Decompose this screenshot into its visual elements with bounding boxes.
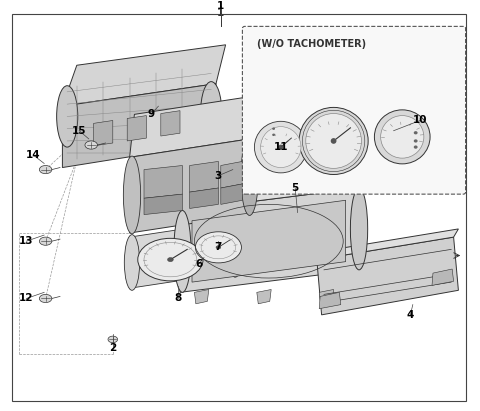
Ellipse shape (381, 115, 424, 158)
Ellipse shape (272, 134, 275, 136)
Polygon shape (250, 96, 254, 215)
Ellipse shape (414, 131, 418, 134)
Text: 12: 12 (19, 293, 34, 303)
Text: 1: 1 (217, 8, 225, 18)
Text: 15: 15 (72, 126, 86, 136)
Text: 11: 11 (274, 142, 288, 152)
Polygon shape (127, 115, 146, 141)
Ellipse shape (195, 232, 241, 263)
Ellipse shape (261, 127, 301, 168)
Polygon shape (180, 188, 360, 292)
Text: 8: 8 (174, 293, 181, 303)
Polygon shape (257, 289, 271, 304)
FancyBboxPatch shape (242, 26, 466, 194)
Polygon shape (221, 184, 242, 204)
Text: 6: 6 (195, 259, 203, 269)
Text: 1: 1 (217, 1, 225, 11)
Polygon shape (144, 166, 182, 198)
Ellipse shape (254, 121, 307, 173)
Polygon shape (62, 84, 216, 168)
Text: 2: 2 (109, 343, 117, 353)
Polygon shape (319, 289, 334, 304)
Ellipse shape (299, 107, 368, 175)
Text: 7: 7 (215, 242, 222, 252)
Polygon shape (62, 45, 226, 106)
Ellipse shape (241, 138, 258, 215)
Ellipse shape (228, 222, 243, 277)
Ellipse shape (272, 127, 275, 130)
Polygon shape (317, 229, 458, 260)
Ellipse shape (85, 141, 97, 149)
Ellipse shape (174, 210, 191, 292)
Polygon shape (190, 162, 218, 192)
Polygon shape (130, 221, 238, 288)
Text: 5: 5 (291, 183, 299, 193)
Ellipse shape (374, 110, 430, 164)
Ellipse shape (123, 156, 141, 234)
Ellipse shape (138, 238, 203, 281)
Polygon shape (130, 96, 254, 157)
Text: 3: 3 (215, 171, 222, 181)
Ellipse shape (201, 82, 222, 143)
Ellipse shape (39, 294, 52, 302)
Ellipse shape (278, 145, 283, 150)
Text: 10: 10 (413, 115, 427, 125)
Ellipse shape (108, 336, 118, 343)
Ellipse shape (39, 237, 52, 245)
Ellipse shape (414, 139, 418, 143)
Text: 14: 14 (26, 150, 41, 160)
Text: 4: 4 (407, 310, 414, 320)
Ellipse shape (39, 166, 52, 174)
Polygon shape (144, 194, 182, 215)
Ellipse shape (216, 246, 221, 249)
Text: (W/O TACHOMETER): (W/O TACHOMETER) (257, 39, 366, 48)
Polygon shape (94, 120, 113, 146)
Polygon shape (130, 139, 250, 233)
Ellipse shape (331, 138, 336, 144)
Text: 13: 13 (19, 236, 34, 246)
Ellipse shape (350, 188, 368, 270)
Polygon shape (161, 111, 180, 136)
Ellipse shape (168, 258, 173, 262)
Text: 9: 9 (148, 109, 155, 119)
Ellipse shape (414, 145, 418, 149)
Polygon shape (432, 269, 454, 285)
Polygon shape (221, 162, 242, 188)
Polygon shape (194, 289, 209, 304)
Polygon shape (190, 188, 218, 208)
Polygon shape (317, 237, 458, 315)
Ellipse shape (57, 86, 78, 147)
Polygon shape (180, 176, 365, 210)
Polygon shape (319, 292, 341, 309)
Ellipse shape (124, 235, 140, 290)
Polygon shape (192, 200, 346, 282)
Ellipse shape (306, 113, 361, 169)
